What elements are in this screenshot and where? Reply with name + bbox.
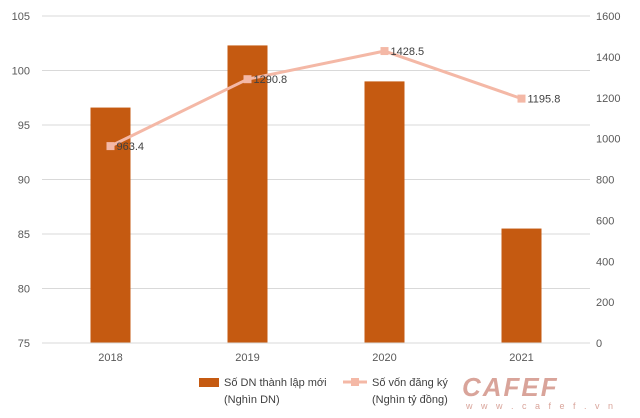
left-tick-label: 80 [18, 284, 30, 296]
watermark-sub: w w w . c a f e f . v n [465, 401, 616, 411]
data-label: 963.4 [117, 141, 145, 153]
bar-series [90, 45, 542, 344]
line-marker [106, 142, 115, 151]
legend-swatch-marker [351, 378, 359, 386]
line-marker [243, 75, 252, 84]
legend-label-bar-1: Số DN thành lập mới [224, 377, 327, 389]
left-tick-label: 100 [12, 66, 30, 78]
data-label: 1428.5 [391, 46, 425, 58]
bar [364, 81, 405, 344]
bar [501, 228, 542, 343]
data-label: 1195.8 [528, 94, 561, 106]
right-tick-label: 1000 [596, 134, 620, 146]
bar [227, 45, 268, 344]
watermark-main: CAFEF [462, 372, 559, 402]
category-label: 2019 [235, 352, 259, 364]
right-tick-label: 1600 [596, 11, 620, 23]
left-tick-label: 75 [18, 338, 30, 350]
legend-label-line-1: Số vốn đăng ký [372, 377, 448, 389]
category-label: 2018 [98, 352, 122, 364]
legend-swatch-bar [199, 378, 219, 387]
x-axis: 2018 2019 2020 2021 [98, 352, 533, 364]
watermark-logo: CAFEF w w w . c a f e f . v n [462, 372, 616, 411]
right-tick-label: 200 [596, 297, 614, 309]
left-tick-label: 95 [18, 120, 30, 132]
category-label: 2021 [509, 352, 533, 364]
right-axis: 0 200 400 600 800 1000 1200 1400 1600 [596, 11, 620, 350]
right-tick-label: 800 [596, 175, 614, 187]
series-line [109, 49, 522, 148]
right-tick-label: 1200 [596, 93, 620, 105]
legend: Số DN thành lập mới (Nghìn DN) Số vốn đă… [199, 377, 448, 406]
legend-label-line-2: (Nghìn tỷ đồng) [372, 394, 448, 406]
right-tick-label: 400 [596, 256, 614, 268]
left-axis: 75 80 85 90 95 100 105 [12, 11, 30, 350]
right-tick-label: 0 [596, 338, 602, 350]
left-tick-label: 105 [12, 11, 30, 23]
line-marker [380, 47, 389, 56]
line-marker [517, 94, 526, 103]
data-label: 1290.8 [254, 74, 288, 86]
right-tick-label: 1400 [596, 52, 620, 64]
left-tick-label: 85 [18, 229, 30, 241]
gridlines [42, 15, 590, 289]
legend-label-bar-2: (Nghìn DN) [224, 394, 280, 406]
line-series: 963.4 1290.8 1428.5 1195.8 [106, 46, 561, 153]
left-tick-label: 90 [18, 175, 30, 187]
right-tick-label: 600 [596, 215, 614, 227]
category-label: 2020 [372, 352, 396, 364]
